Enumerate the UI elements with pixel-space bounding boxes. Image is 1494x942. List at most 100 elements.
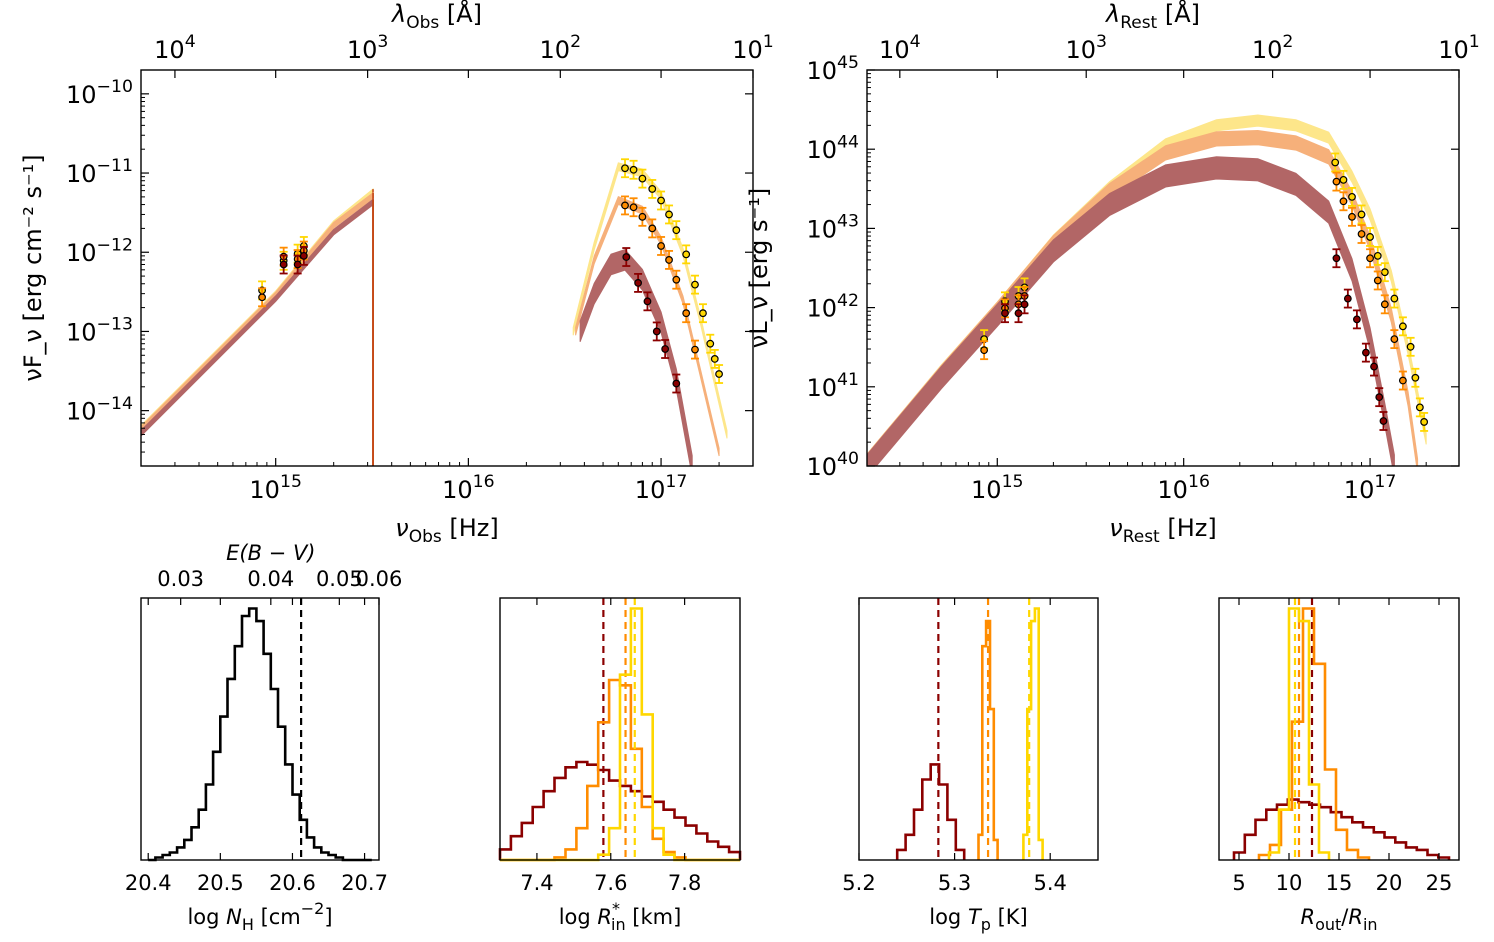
x-tick-label: 20 — [1376, 871, 1403, 895]
epoch-3-data-point — [299, 251, 308, 260]
x-tick-label: 20.6 — [269, 871, 316, 895]
epoch-1-data-point — [621, 164, 629, 173]
epoch-1-data-point — [1390, 294, 1399, 303]
epoch-1-data-point — [1357, 210, 1366, 219]
y-tick-label: 10−13 — [66, 315, 133, 347]
plot-frame — [140, 69, 754, 467]
y-axis-label: νF_ν [erg cm⁻² s⁻¹] — [19, 154, 47, 381]
epoch-2-histogram — [1257, 607, 1371, 860]
epoch-2-data-point — [629, 203, 638, 212]
rout-rin-histogram-panel: 5 10 15 20 25 Rout/Rin — [1218, 597, 1460, 934]
epoch-1-histogram — [1022, 607, 1044, 860]
plot-frame — [140, 597, 380, 861]
epoch-1-data-point — [1398, 322, 1407, 331]
epoch-1-data-point — [1420, 418, 1429, 426]
top-tick-label: 104 — [879, 32, 921, 64]
epoch-3-data-point — [1370, 362, 1378, 371]
epoch-2-data-point — [1348, 212, 1356, 221]
epoch-1-histogram — [500, 607, 740, 862]
epoch-3-data-point — [672, 379, 681, 388]
x-tick-label: 5 — [1232, 871, 1245, 895]
epoch-1-data-point — [638, 174, 647, 183]
x-tick-label: 1016 — [1157, 472, 1210, 504]
epoch-1-data-point — [1348, 192, 1356, 201]
epoch-2-data-point — [980, 346, 989, 355]
epoch-2-data-point — [1357, 230, 1366, 238]
y-axis-label: νL_ν [erg s⁻¹] — [745, 188, 773, 348]
epoch-3-data-point — [652, 327, 661, 336]
x-axis-label: log Tp [K] — [929, 905, 1028, 934]
epoch-1-data-point — [1373, 251, 1382, 260]
sed-observed-panel: 1015 1016 1017 10−14 10−13 10−12 10−11 10−10 104… — [19, 0, 774, 547]
epoch-3-data-point — [643, 297, 652, 306]
epoch-3-optical-band — [141, 198, 374, 437]
epoch-1-histogram — [1267, 607, 1331, 860]
x-axis-label: νRest [Hz] — [1109, 514, 1216, 547]
y-tick-label: 10−14 — [66, 394, 133, 426]
x-axis-label: log NH [cm−2] — [187, 899, 332, 934]
x-tick-label: 1015 — [249, 472, 302, 504]
top-tick-label: 103 — [347, 32, 389, 64]
epoch-2-data-point — [1373, 276, 1382, 285]
epoch-1-data-point — [629, 165, 638, 174]
x-tick-label: 1016 — [442, 472, 495, 504]
epoch-2-data-point — [621, 201, 629, 210]
epoch-2-histogram — [977, 619, 999, 860]
y-tick-label: 1045 — [806, 53, 859, 85]
epoch-1-data-point — [1339, 175, 1348, 184]
sed-rest-panel: 1015 1016 1017 1040 1041 1042 1043 1044 1045 104 1… — [745, 0, 1480, 547]
epoch-2-data-point — [1390, 335, 1399, 344]
epoch-2-data-point — [682, 309, 691, 318]
epoch-2-data-point — [1339, 197, 1348, 206]
epoch-2-data-point — [1398, 376, 1407, 385]
epoch-3-data-point — [1362, 348, 1370, 357]
epoch-2-data-point — [258, 293, 266, 302]
epoch-3-data-point — [1379, 417, 1388, 425]
epoch-3-xray-band — [579, 249, 693, 466]
x-tick-label: 20.5 — [197, 871, 244, 895]
x-tick-label: 5.4 — [1033, 871, 1066, 895]
x-tick-label: 10 — [1276, 871, 1303, 895]
epoch-2-data-point — [648, 224, 657, 233]
epoch-3-histogram — [895, 763, 966, 860]
y-tick-label: 10−12 — [66, 235, 133, 267]
epoch-3-data-point — [1332, 254, 1341, 263]
top-axis-label: λObs [Å] — [390, 0, 482, 33]
epoch-2-data-point — [1366, 254, 1374, 263]
epoch-1-data-point — [657, 196, 665, 205]
top-tick-label: 0.04 — [247, 567, 294, 591]
x-tick-label: 7.6 — [594, 871, 627, 895]
epoch-1-data-point — [682, 250, 691, 259]
top-axis-label: E(B − V) — [226, 541, 315, 565]
top-tick-label: 103 — [1065, 32, 1107, 64]
x-tick-label: 5.3 — [938, 871, 971, 895]
top-tick-label: 104 — [154, 32, 196, 64]
top-tick-label: 102 — [1252, 32, 1294, 64]
x-tick-label: 5.2 — [842, 871, 875, 895]
y-tick-label: 1040 — [806, 449, 859, 481]
epoch-2-data-point — [657, 242, 665, 250]
y-tick-label: 1044 — [806, 132, 859, 164]
x-tick-label: 7.8 — [668, 871, 701, 895]
plot-frame — [866, 69, 1460, 467]
x-tick-label: 20.7 — [341, 871, 388, 895]
x-axis-label: log R* in [km] — [559, 899, 682, 934]
plot-frame — [499, 597, 741, 861]
x-tick-label: 7.4 — [520, 871, 553, 895]
epoch-2-data-point — [638, 212, 647, 221]
epoch-2-data-point — [1380, 300, 1389, 309]
epoch-3-data-point — [661, 345, 670, 353]
epoch-1-data-point — [672, 226, 681, 235]
x-tick-label: 1017 — [1344, 472, 1397, 504]
x-axis-label: νObs [Hz] — [395, 514, 498, 547]
epoch-3-data-point — [1020, 300, 1029, 309]
epoch-2-data-point — [672, 275, 681, 284]
epoch-1-data-point — [1411, 373, 1420, 382]
epoch-3-histogram — [1232, 798, 1451, 860]
epoch-3-data-point — [1375, 393, 1384, 402]
N_H-histogram — [148, 607, 372, 862]
rin-histogram-panel: 7.4 7.6 7.8 log R* in [km] — [498, 597, 742, 934]
epoch-2-data-point — [665, 256, 673, 264]
top-tick-label: 101 — [732, 32, 774, 64]
